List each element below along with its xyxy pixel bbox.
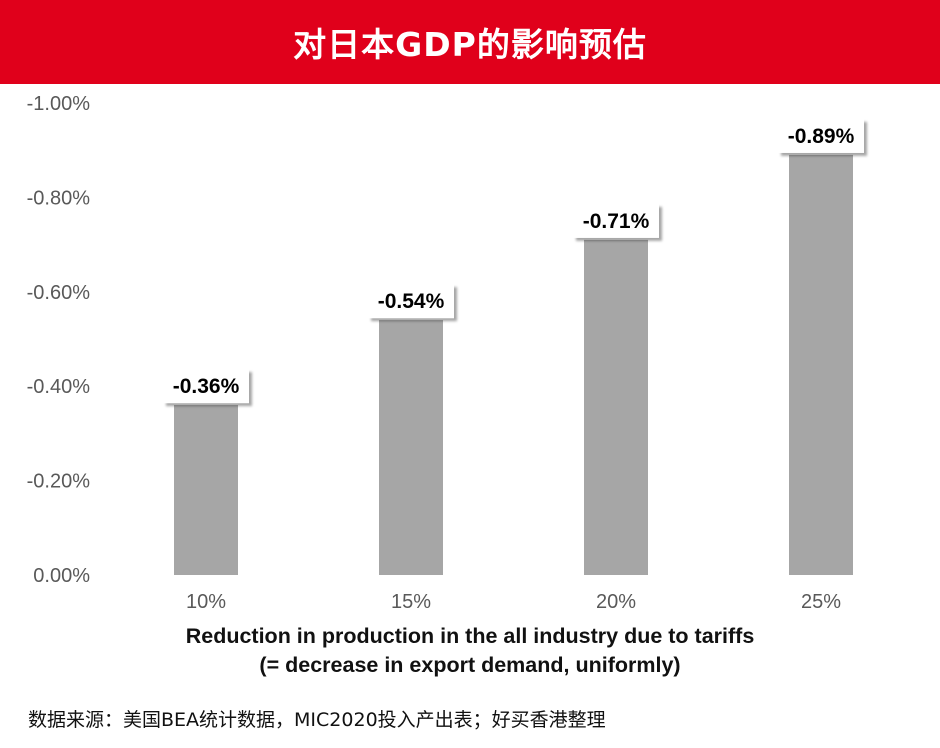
bar (789, 154, 853, 576)
data-label: -0.36% (173, 375, 240, 398)
x-axis-title-line-2: (= decrease in export demand, uniformly) (259, 653, 681, 677)
y-tick-label: 0.00% (33, 565, 90, 587)
data-label-box (778, 118, 864, 153)
y-tick-label: -0.60% (27, 282, 91, 304)
x-axis-title-line-1: Reduction in production in the all indus… (185, 624, 755, 648)
bar (174, 405, 238, 575)
y-tick-label: -0.40% (27, 376, 91, 398)
data-label: -0.89% (788, 125, 855, 148)
bar (379, 320, 443, 575)
source-note: 数据来源：美国BEA统计数据，MIC2020投入产出表；好买香港整理 (28, 709, 606, 731)
x-axis-title: Reduction in production in the all indus… (0, 622, 940, 680)
bars: -0.36% -0.54% -0.71% -0.89% (163, 118, 864, 576)
bar (584, 239, 648, 575)
y-tick-label: -1.00% (27, 93, 91, 115)
x-tick-label: 20% (596, 591, 636, 613)
data-label: -0.54% (378, 290, 445, 313)
chart-title: 对日本GDP的影响预估 (293, 25, 647, 64)
x-tick-label: 25% (801, 591, 841, 613)
x-tick-label: 10% (186, 591, 226, 613)
x-tick-label: 15% (391, 591, 431, 613)
data-label-box (163, 369, 249, 404)
y-tick-label: -0.80% (27, 187, 91, 209)
data-label: -0.71% (583, 210, 650, 233)
data-label-box (368, 284, 454, 319)
y-axis: 0.00% -0.20% -0.40% -0.60% -0.80% -1.00% (27, 93, 91, 587)
y-tick-label: -0.20% (27, 471, 91, 493)
bar-chart: 0.00% -0.20% -0.40% -0.60% -0.80% -1.00% -0.3… (27, 93, 864, 613)
x-axis: 10% 15% 20% 25% (186, 591, 841, 613)
title-bar: 对日本GDP的影响预估 (0, 0, 940, 84)
data-label-box (573, 203, 659, 238)
